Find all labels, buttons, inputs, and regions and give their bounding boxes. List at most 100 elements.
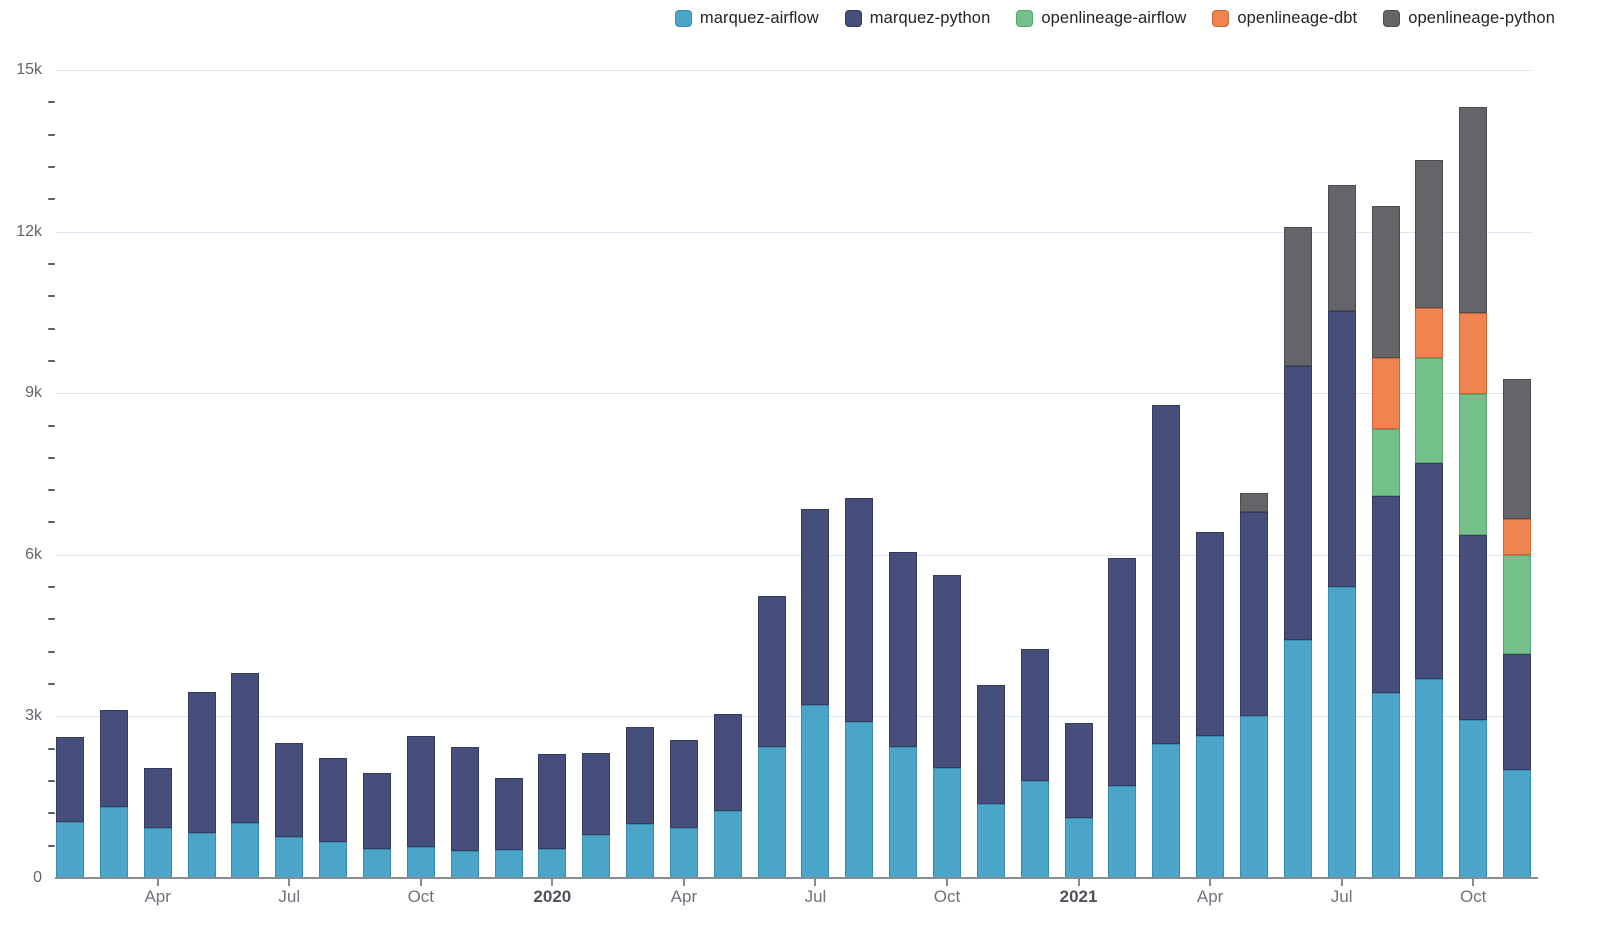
bar-segment-marquez-python-2021-03[interactable]	[1152, 405, 1181, 745]
gridline-6000	[56, 554, 1532, 556]
bar-segment-marquez-python-2019-12[interactable]	[494, 778, 523, 850]
bar-segment-marquez-airflow-2021-09[interactable]	[1415, 679, 1444, 878]
bar-segment-marquez-airflow-2019-03[interactable]	[99, 807, 128, 878]
bar-segment-openlineage-python-2021-07[interactable]	[1327, 184, 1356, 312]
bar-segment-marquez-airflow-2020-04[interactable]	[669, 827, 698, 878]
bar-segment-marquez-airflow-2020-06[interactable]	[757, 747, 786, 878]
bar-segment-marquez-airflow-2019-11[interactable]	[450, 851, 479, 878]
bar-segment-marquez-python-2021-01[interactable]	[1064, 723, 1093, 819]
bar-segment-marquez-python-2019-02[interactable]	[56, 737, 84, 822]
bar-segment-marquez-python-2019-10[interactable]	[406, 736, 435, 848]
bar-segment-openlineage-python-2021-05[interactable]	[1239, 492, 1268, 512]
x-axis-label-Jul: Jul	[804, 887, 827, 906]
bar-segment-marquez-airflow-2021-08[interactable]	[1371, 692, 1400, 878]
bar-segment-openlineage-airflow-2021-11[interactable]	[1503, 554, 1532, 655]
bar-segment-marquez-airflow-2021-02[interactable]	[1108, 786, 1137, 878]
bar-segment-marquez-airflow-2019-08[interactable]	[319, 841, 348, 878]
bar-segment-openlineage-python-2021-08[interactable]	[1371, 205, 1400, 359]
legend-label: openlineage-airflow	[1041, 9, 1187, 27]
x-axis-tick	[1472, 879, 1475, 886]
legend-item-marquez-python[interactable]: marquez-python	[844, 9, 991, 28]
bar-segment-marquez-airflow-2019-07[interactable]	[275, 837, 304, 878]
bar-segment-openlineage-airflow-2021-09[interactable]	[1415, 358, 1444, 463]
x-axis-label-Oct: Oct	[933, 887, 961, 906]
x-axis-tick	[419, 879, 422, 886]
legend-item-openlineage-python[interactable]: openlineage-python	[1383, 9, 1555, 28]
bar-segment-marquez-airflow-2019-12[interactable]	[494, 849, 523, 878]
bar-segment-marquez-python-2019-06[interactable]	[231, 673, 260, 824]
bar-segment-marquez-python-2019-05[interactable]	[187, 691, 216, 834]
bar-segment-marquez-python-2020-06[interactable]	[757, 595, 786, 748]
bar-segment-marquez-python-2021-08[interactable]	[1371, 496, 1400, 693]
bar-segment-marquez-python-2020-04[interactable]	[669, 740, 698, 828]
bar-segment-marquez-airflow-2020-02[interactable]	[582, 834, 611, 878]
bar-segment-marquez-airflow-2021-07[interactable]	[1327, 586, 1356, 878]
y-axis-minor-tick	[48, 133, 55, 136]
bar-segment-openlineage-dbt-2021-11[interactable]	[1503, 518, 1532, 555]
bar-segment-marquez-airflow-2020-03[interactable]	[626, 824, 655, 878]
bar-segment-marquez-python-2021-06[interactable]	[1283, 366, 1312, 641]
bar-segment-marquez-python-2021-05[interactable]	[1239, 511, 1268, 717]
bar-segment-marquez-airflow-2020-09[interactable]	[889, 747, 918, 878]
bar-segment-marquez-airflow-2020-05[interactable]	[713, 811, 742, 878]
bar-segment-marquez-airflow-2019-02[interactable]	[56, 821, 84, 878]
bar-segment-openlineage-dbt-2021-09[interactable]	[1415, 307, 1444, 359]
bar-segment-openlineage-airflow-2021-10[interactable]	[1459, 394, 1488, 535]
bar-segment-marquez-python-2021-02[interactable]	[1108, 558, 1137, 787]
bar-segment-openlineage-python-2021-10[interactable]	[1459, 107, 1488, 314]
bar-segment-marquez-python-2021-07[interactable]	[1327, 311, 1356, 587]
bar-segment-marquez-airflow-2020-08[interactable]	[845, 722, 874, 878]
bar-segment-marquez-airflow-2021-01[interactable]	[1064, 818, 1093, 878]
x-axis-tick	[1209, 879, 1212, 886]
bar-segment-marquez-airflow-2021-11[interactable]	[1503, 770, 1532, 878]
bar-segment-marquez-python-2021-04[interactable]	[1196, 531, 1225, 737]
bar-segment-marquez-airflow-2019-04[interactable]	[143, 827, 172, 878]
bar-segment-marquez-python-2021-10[interactable]	[1459, 534, 1488, 721]
bar-segment-marquez-airflow-2019-10[interactable]	[406, 847, 435, 878]
bar-segment-marquez-python-2021-09[interactable]	[1415, 462, 1444, 680]
bar-segment-marquez-airflow-2021-06[interactable]	[1283, 640, 1312, 878]
bar-segment-marquez-airflow-2019-09[interactable]	[362, 848, 391, 878]
bar-segment-marquez-python-2020-08[interactable]	[845, 497, 874, 723]
y-axis-minor-tick	[48, 812, 55, 815]
bar-segment-marquez-python-2020-11[interactable]	[976, 684, 1005, 805]
bar-segment-openlineage-python-2021-11[interactable]	[1503, 379, 1532, 519]
bar-segment-openlineage-python-2021-09[interactable]	[1415, 159, 1444, 308]
bar-segment-marquez-airflow-2019-06[interactable]	[231, 823, 260, 878]
bar-segment-marquez-airflow-2020-11[interactable]	[976, 804, 1005, 878]
bar-segment-marquez-airflow-2020-12[interactable]	[1020, 781, 1049, 878]
bar-segment-marquez-python-2021-11[interactable]	[1503, 654, 1532, 771]
bar-segment-marquez-python-2020-10[interactable]	[933, 574, 961, 769]
legend-item-marquez-airflow[interactable]: marquez-airflow	[674, 9, 819, 28]
bar-segment-marquez-airflow-2021-10[interactable]	[1459, 720, 1488, 878]
bar-segment-marquez-airflow-2019-05[interactable]	[187, 833, 216, 878]
bar-segment-marquez-python-2020-09[interactable]	[889, 551, 918, 748]
bar-segment-marquez-airflow-2021-04[interactable]	[1196, 736, 1225, 878]
legend-item-openlineage-dbt[interactable]: openlineage-dbt	[1212, 9, 1357, 28]
bar-segment-marquez-airflow-2020-10[interactable]	[933, 768, 961, 878]
bar-segment-marquez-python-2020-01[interactable]	[538, 754, 567, 849]
legend-item-openlineage-airflow[interactable]: openlineage-airflow	[1016, 9, 1186, 28]
bar-segment-marquez-python-2019-04[interactable]	[143, 768, 172, 828]
bar-segment-marquez-airflow-2021-03[interactable]	[1152, 744, 1181, 878]
bar-segment-marquez-python-2020-05[interactable]	[713, 714, 742, 812]
bar-segment-openlineage-dbt-2021-10[interactable]	[1459, 313, 1488, 395]
bar-segment-marquez-python-2019-11[interactable]	[450, 747, 479, 852]
x-axis-tick	[682, 879, 685, 886]
bar-segment-marquez-airflow-2020-01[interactable]	[538, 848, 567, 878]
gridline-12000	[56, 231, 1532, 233]
bar-segment-marquez-python-2020-02[interactable]	[582, 753, 611, 835]
bar-segment-marquez-airflow-2021-05[interactable]	[1239, 716, 1268, 878]
bar-segment-openlineage-airflow-2021-08[interactable]	[1371, 429, 1400, 497]
bar-segment-marquez-python-2020-03[interactable]	[626, 727, 655, 825]
gridline-3000	[56, 716, 1532, 718]
bar-segment-marquez-python-2019-03[interactable]	[99, 710, 128, 808]
bar-segment-marquez-airflow-2020-07[interactable]	[801, 704, 830, 878]
bar-segment-marquez-python-2020-07[interactable]	[801, 509, 830, 705]
bar-segment-openlineage-python-2021-06[interactable]	[1283, 226, 1312, 367]
bar-segment-marquez-python-2020-12[interactable]	[1020, 648, 1049, 782]
bar-segment-marquez-python-2019-07[interactable]	[275, 743, 304, 838]
bar-segment-marquez-python-2019-09[interactable]	[362, 773, 391, 849]
bar-segment-marquez-python-2019-08[interactable]	[319, 758, 348, 842]
bar-segment-openlineage-dbt-2021-08[interactable]	[1371, 358, 1400, 430]
